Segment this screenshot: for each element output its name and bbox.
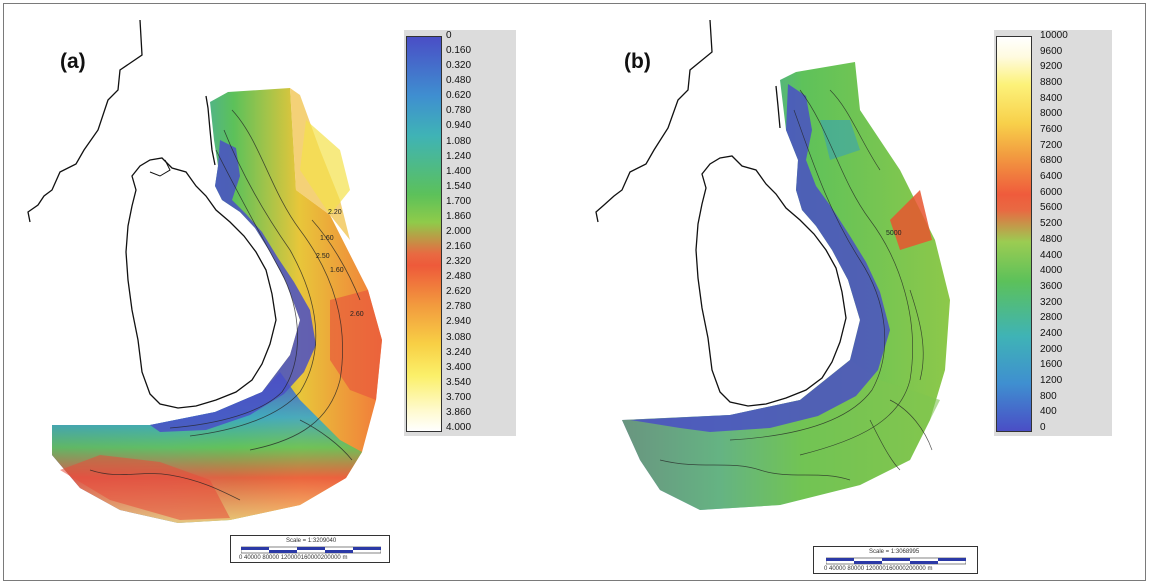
legend-tick-label: 0: [446, 30, 452, 41]
legend-tick-label: 2000: [1040, 343, 1063, 355]
legend-tick-label: 2.160: [446, 241, 472, 253]
legend-tick-label: 10000: [1040, 30, 1068, 41]
panel-b-scale-title: Scale = 1:3068995: [869, 549, 920, 555]
panel-a-label: (a): [60, 50, 86, 73]
legend-tick-label: 1200: [1040, 374, 1063, 386]
legend-tick-label: 1.240: [446, 150, 472, 162]
legend-tick-label: 0.780: [446, 105, 472, 117]
legend-tick-label: 3600: [1040, 280, 1063, 292]
legend-tick-label: 0: [1040, 422, 1046, 433]
panel-b-scale-bar: Scale = 1:3068995 0 40000 80000 12000016…: [813, 546, 978, 574]
legend-tick-label: 5600: [1040, 202, 1063, 214]
legend-tick-label: 2.620: [446, 286, 472, 298]
legend-tick-label: 6000: [1040, 186, 1063, 198]
legend-tick-label: 3.080: [446, 331, 472, 343]
legend-tick-label: 800: [1040, 390, 1057, 402]
legend-tick-label: 4800: [1040, 233, 1063, 245]
legend-tick-label: 0.320: [446, 60, 472, 72]
legend-tick-label: 1.540: [446, 180, 472, 192]
legend-tick-label: 2400: [1040, 327, 1063, 339]
legend-tick-label: 7200: [1040, 139, 1063, 151]
panel-b-mainland-coast: [595, 19, 713, 223]
panel-a-scale-bar: Scale = 1:3209040 0 40000 80000 12000016…: [230, 535, 390, 563]
legend-tick-label: 1600: [1040, 359, 1063, 371]
panel-b-contour-label: 5000: [886, 230, 902, 237]
panel-a-map: 2.20 1.60 2.50 1.60 2.60: [27, 19, 382, 523]
legend-tick-label: 400: [1040, 406, 1057, 418]
legend-tick-label: 0.940: [446, 120, 472, 132]
legend-tick-label: 2.780: [446, 301, 472, 313]
panel-a-contour-label: 2.20: [328, 209, 342, 216]
panel-b-label: (b): [624, 50, 651, 73]
legend-tick-label: 3.240: [446, 346, 472, 358]
legend-tick-label: 1.860: [446, 210, 472, 222]
legend-tick-label: 3.400: [446, 361, 472, 373]
legend-tick-label: 0.160: [446, 45, 472, 57]
legend-tick-label: 0.480: [446, 75, 472, 87]
panel-b-island: [695, 155, 847, 407]
panel-a-legend-bar: [406, 36, 442, 432]
legend-tick-label: 1.400: [446, 165, 472, 177]
legend-tick-label: 3.540: [446, 376, 472, 388]
legend-tick-label: 5200: [1040, 218, 1063, 230]
legend-tick-label: 3200: [1040, 296, 1063, 308]
legend-tick-label: 6400: [1040, 171, 1063, 183]
panel-a-scale-title: Scale = 1:3209040: [286, 538, 337, 544]
panel-a-island: [125, 157, 277, 409]
legend-tick-label: 1.700: [446, 195, 472, 207]
panel-a-contour-label: 2.50: [316, 253, 330, 260]
legend-tick-label: 8800: [1040, 77, 1063, 89]
panel-a-scale-numbers: 0 40000 80000 120000160000200000 m: [239, 555, 348, 561]
panel-b-scale-numbers: 0 40000 80000 120000160000200000 m: [824, 566, 933, 572]
legend-tick-label: 3.700: [446, 391, 472, 403]
legend-tick-label: 2.480: [446, 271, 472, 283]
legend-tick-label: 2.000: [446, 226, 472, 237]
legend-tick-label: 2800: [1040, 312, 1063, 324]
figure-frame: [3, 3, 1146, 581]
legend-tick-label: 9200: [1040, 61, 1063, 73]
panel-b-map: 5000: [595, 19, 950, 510]
panel-b-legend-bar: [996, 36, 1032, 432]
panel-a-contour-label: 1.60: [320, 235, 334, 242]
legend-tick-label: 3.860: [446, 406, 472, 418]
legend-tick-label: 6800: [1040, 155, 1063, 167]
legend-tick-label: 9600: [1040, 45, 1063, 57]
legend-tick-label: 1.080: [446, 135, 472, 147]
legend-tick-label: 2.320: [446, 256, 472, 268]
legend-tick-label: 0.620: [446, 90, 472, 102]
legend-tick-label: 2.940: [446, 316, 472, 328]
legend-tick-label: 4000: [1040, 265, 1063, 277]
legend-tick-label: 4.000: [446, 422, 472, 433]
legend-tick-label: 8000: [1040, 108, 1063, 120]
legend-tick-label: 4400: [1040, 249, 1063, 261]
panel-a-contour-label: 1.60: [330, 267, 344, 274]
legend-tick-label: 8400: [1040, 92, 1063, 104]
panel-a-mainland-coast: [27, 19, 143, 223]
legend-tick-label: 7600: [1040, 124, 1063, 136]
panel-a-contour-label: 2.60: [350, 311, 364, 318]
